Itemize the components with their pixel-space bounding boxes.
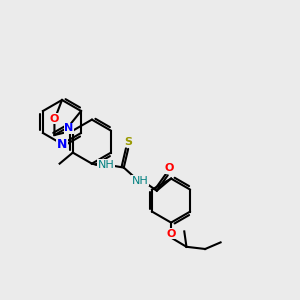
Text: NH: NH — [98, 160, 115, 170]
Text: O: O — [164, 163, 173, 173]
Text: N: N — [57, 137, 67, 151]
Text: NH: NH — [132, 176, 149, 186]
Text: O: O — [50, 114, 59, 124]
Text: N: N — [64, 123, 74, 134]
Text: O: O — [167, 229, 176, 238]
Text: S: S — [124, 137, 132, 147]
